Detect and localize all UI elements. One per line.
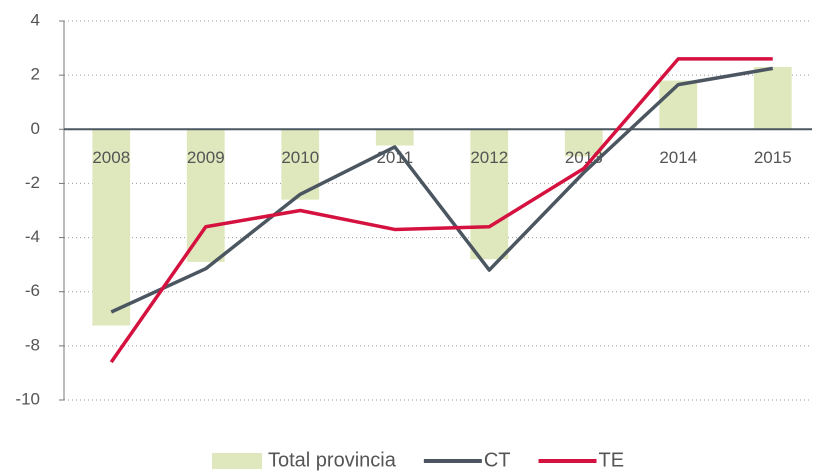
- x-tick-label: 2015: [754, 148, 792, 167]
- bar: [470, 129, 509, 260]
- y-tick-label: -6: [25, 281, 40, 300]
- y-tick-label: -2: [25, 173, 40, 192]
- bar: [92, 129, 131, 326]
- legend-label: TE: [599, 449, 625, 471]
- x-tick-label: 2012: [470, 148, 508, 167]
- y-tick-label: 4: [31, 10, 40, 29]
- x-tick-label: 2014: [659, 148, 697, 167]
- x-tick-label: 2010: [281, 148, 319, 167]
- legend-swatch: [212, 453, 262, 469]
- bar: [186, 129, 225, 262]
- line-series: [110, 66, 774, 314]
- y-tick-label: 2: [31, 65, 40, 84]
- bar: [753, 67, 792, 130]
- bar: [375, 129, 414, 146]
- line-series: [109, 57, 773, 364]
- x-tick-label: 2008: [92, 148, 130, 167]
- legend-label: CT: [484, 449, 511, 471]
- x-tick-label: 2009: [187, 148, 225, 167]
- y-tick-label: 0: [31, 119, 40, 138]
- y-tick-label: -4: [25, 227, 40, 246]
- legend-label: Total provincia: [268, 449, 397, 471]
- y-tick-label: -8: [25, 335, 40, 354]
- bar: [659, 80, 698, 130]
- y-tick-label: -10: [15, 389, 40, 408]
